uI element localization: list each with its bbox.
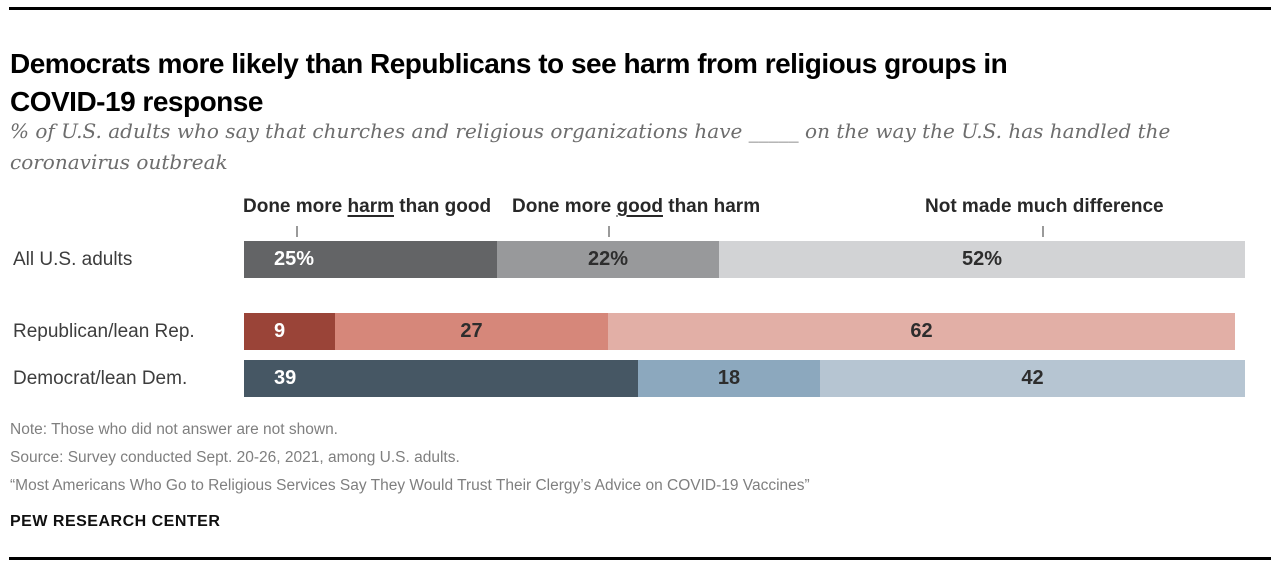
bar-segment: 62 [608, 313, 1235, 350]
chart-notes: Note: Those who did not answer are not s… [10, 416, 1250, 500]
column-header-difference: Not made much difference [925, 196, 1164, 218]
chart-subtitle: % of U.S. adults who say that churches a… [10, 116, 1250, 178]
bar-segment: 52% [719, 241, 1245, 278]
column-header-difference-post: Not made much difference [925, 196, 1164, 217]
chart-title-line-1: Democrats more likely than Republicans t… [10, 47, 1008, 79]
column-header-harm-post: than good [394, 196, 492, 217]
header-tick-good [608, 226, 610, 237]
bar-segment: 42 [820, 360, 1245, 397]
bar-segment: 9 [244, 313, 335, 350]
bar-segment: 22% [497, 241, 719, 278]
stacked-bar: 25% 22% 52% [244, 241, 1245, 278]
row-label: All U.S. adults [13, 248, 133, 270]
column-header-good-underlined-word: good [616, 196, 663, 217]
chart-title-line-2: COVID-19 response [10, 85, 263, 117]
bottom-divider-rule [9, 557, 1271, 560]
column-header-harm: Done more harm than good [243, 196, 491, 218]
header-tick-harm [296, 226, 298, 237]
column-header-harm-underlined-word: harm [347, 196, 394, 217]
source-line: Source: Survey conducted Sept. 20-26, 20… [10, 449, 460, 466]
chart-title: Democrats more likely than Republicans t… [10, 45, 1210, 121]
pew-research-center-logo-text: PEW RESEARCH CENTER [10, 513, 221, 530]
column-header-good-pre: Done more [512, 196, 617, 217]
note-line: Note: Those who did not answer are not s… [10, 421, 338, 438]
stacked-bar: 39 18 42 [244, 360, 1245, 397]
bar-segment: 18 [638, 360, 820, 397]
report-title-line: “Most Americans Who Go to Religious Serv… [10, 477, 810, 494]
bar-segment: 39 [244, 360, 638, 397]
bar-segment: 27 [335, 313, 608, 350]
top-divider-rule [9, 7, 1271, 10]
chart-subtitle-line-1: % of U.S. adults who say that churches a… [10, 119, 1171, 143]
column-header-good-post: than harm [662, 196, 761, 217]
column-header-good: Done more good than harm [512, 196, 760, 218]
column-header-harm-pre: Done more [243, 196, 348, 217]
row-label: Republican/lean Rep. [13, 320, 195, 342]
stacked-bar: 9 27 62 [244, 313, 1235, 350]
chart-subtitle-line-2: coronavirus outbreak [10, 150, 228, 174]
bar-segment: 25% [244, 241, 497, 278]
header-tick-difference [1042, 226, 1044, 237]
row-label: Democrat/lean Dem. [13, 367, 188, 389]
